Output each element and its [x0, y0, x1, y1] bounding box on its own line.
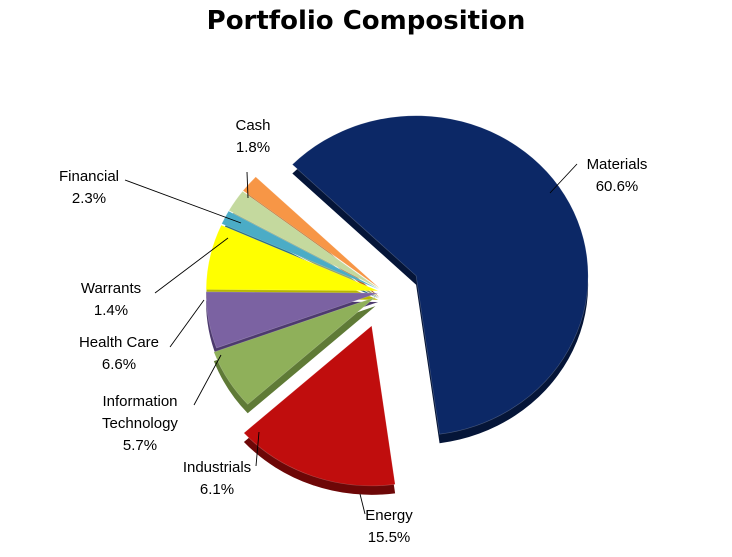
pie-slice-industrials — [213, 296, 376, 405]
pie-slice-materials — [291, 115, 589, 435]
slice-label-cash: Cash 1.8% — [235, 117, 270, 156]
leader-line-warrants — [154, 237, 229, 294]
pie-slice-cash — [242, 176, 380, 289]
pie-slice-energy — [243, 325, 396, 487]
slice-label-energy: Energy 15.5% — [365, 507, 413, 546]
leader-line-health-care — [169, 299, 205, 348]
pie-slice-information-technology — [205, 291, 379, 349]
leader-line-financial — [124, 179, 242, 224]
leader-line-energy — [359, 493, 366, 515]
leader-line-layer — [124, 163, 578, 515]
slice-label-financial: Financial 2.3% — [59, 168, 119, 207]
leader-line-industrials — [255, 431, 260, 467]
chart-title: Portfolio Composition — [206, 6, 526, 36]
slice-label-health-care: Health Care 6.6% — [79, 334, 159, 373]
slice-label-layer: Materials 60.6% Energy 15.5% Industrials 6.1%… — [59, 117, 647, 546]
slice-label-warrants: Warrants 1.4% — [81, 280, 141, 319]
leader-line-materials — [549, 163, 578, 194]
leader-line-cash — [246, 171, 249, 199]
slice-label-information-technology: Information Technology 5.7% — [102, 393, 178, 454]
leader-line-information-technology — [193, 354, 222, 406]
slice-label-materials: Materials 60.6% — [587, 156, 648, 195]
slice-label-industrials: Industrials 6.1% — [183, 459, 251, 498]
pie-slice-health-care — [205, 224, 379, 292]
pie-slice-financial — [228, 190, 380, 289]
pie-slice-layer — [205, 115, 589, 487]
